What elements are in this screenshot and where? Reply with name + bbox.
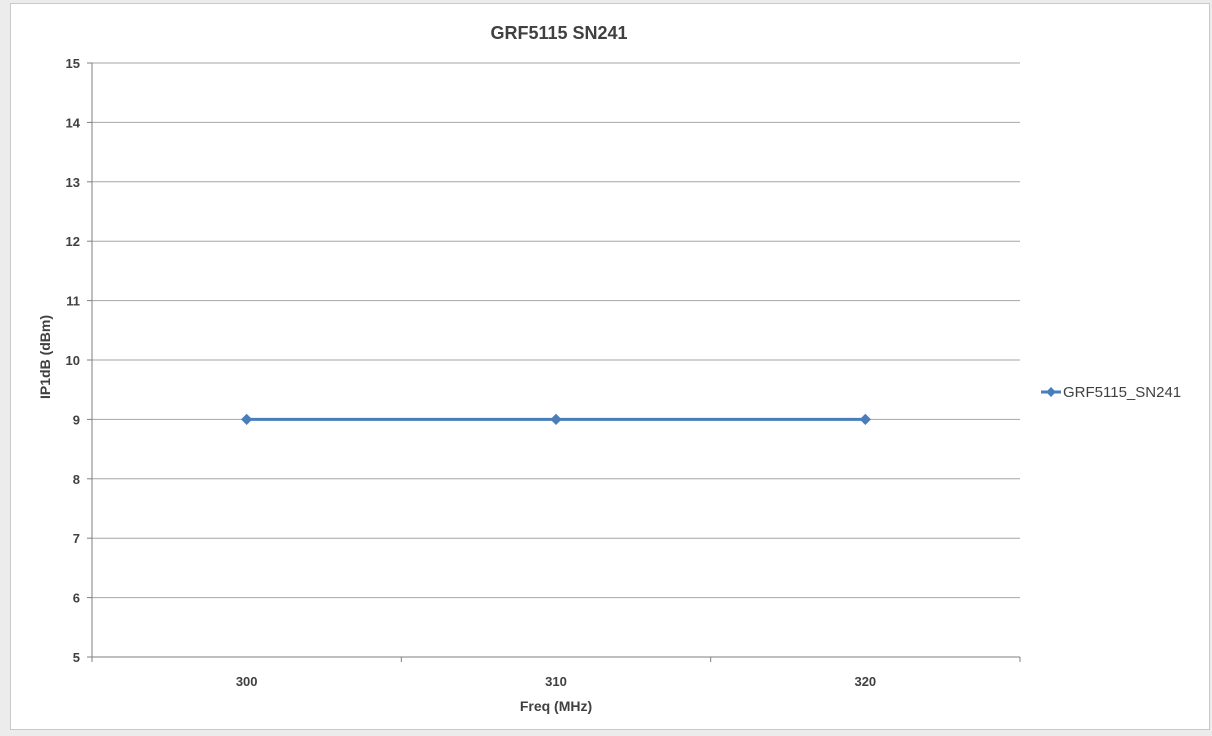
y-tick-label: 13 (66, 175, 80, 190)
y-tick-label: 9 (73, 412, 80, 427)
x-tick-label: 320 (854, 674, 876, 689)
line-chart: GRF5115 SN241 5 6 7 8 9 10 11 12 13 14 15 300 310 32… (37, 23, 1181, 714)
y-axis-title: IP1dB (dBm) (37, 315, 53, 399)
legend-diamond-marker (1046, 387, 1056, 397)
data-point (859, 413, 871, 426)
data-point (241, 413, 253, 426)
y-tick-label: 11 (66, 294, 80, 309)
chart-frame: GRF5115 SN241 5 6 7 8 9 10 11 12 13 14 15 300 310 32… (10, 3, 1210, 730)
series-layer (241, 413, 871, 426)
y-tick-label: 6 (73, 591, 80, 606)
x-axis-title: Freq (MHz) (520, 698, 592, 714)
x-tick-label: 300 (236, 674, 258, 689)
y-tick-label: 12 (66, 234, 80, 249)
y-tick-label: 8 (73, 472, 80, 487)
legend-label: GRF5115_SN241 (1063, 384, 1181, 401)
x-tick-label: 310 (545, 674, 567, 689)
y-tick-label: 14 (66, 115, 81, 130)
y-axis-ticks: 5 6 7 8 9 10 11 12 13 14 15 (66, 56, 81, 665)
y-tick-label: 15 (66, 56, 80, 71)
gridlines (87, 62, 1021, 662)
y-tick-label: 10 (66, 353, 80, 368)
legend: GRF5115_SN241 (1041, 384, 1181, 401)
y-tick-label: 7 (73, 531, 80, 546)
chart-title: GRF5115 SN241 (490, 23, 627, 43)
data-point (550, 413, 562, 426)
y-tick-label: 5 (73, 650, 80, 665)
x-axis-ticks: 300 310 320 (236, 674, 876, 689)
